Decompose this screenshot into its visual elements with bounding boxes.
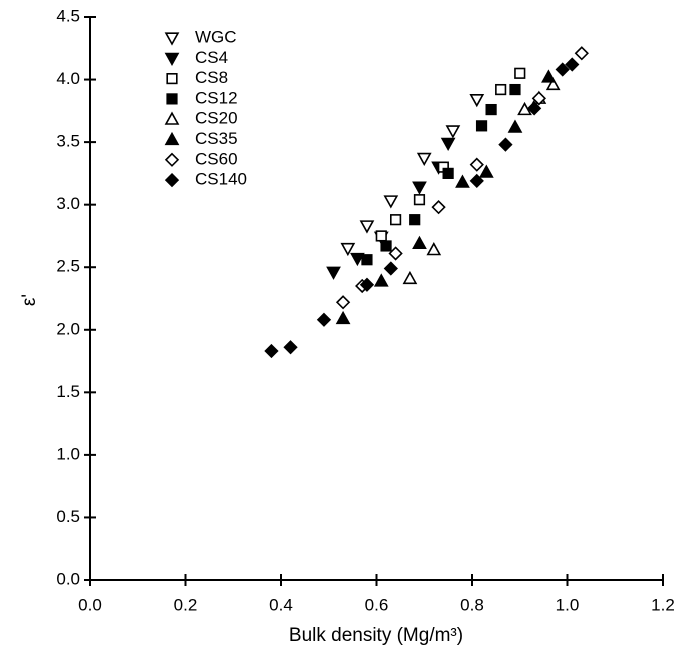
point [442,167,454,179]
point [478,164,494,178]
point [440,137,456,152]
y-tick-label: 0.0 [56,569,80,588]
point [574,46,589,61]
x-tick-label: 1.2 [651,595,675,614]
point [380,240,392,252]
x-tick-label: 0.0 [78,595,102,614]
point [375,230,387,242]
point [373,273,389,287]
point [555,62,570,77]
point [359,220,375,234]
y-tick-label: 1.5 [56,382,80,401]
y-tick-label: 4.5 [56,6,80,25]
x-axis-label: Bulk density (Mg/m³) [289,625,463,646]
point [469,93,485,108]
legend-marker [166,73,178,85]
y-tick-label: 4.0 [56,69,80,88]
point [340,242,356,257]
legend-label: CS4 [195,48,228,67]
point [316,312,332,327]
point [383,261,398,276]
point [469,157,484,172]
legend-marker [164,152,180,167]
point [409,214,421,226]
point [326,266,341,280]
y-tick-label: 2.0 [56,319,80,338]
point [359,277,375,292]
point [389,214,402,226]
legend-label: CS20 [195,109,238,128]
point [335,310,351,325]
legend-label: CS140 [195,170,247,189]
y-tick-label: 2.5 [56,257,80,276]
point [445,125,461,139]
point [509,83,521,96]
point [526,101,542,116]
point [264,343,279,359]
point [541,69,556,83]
y-tick-label: 3.0 [56,194,80,213]
point [383,195,399,209]
point [431,200,446,215]
x-tick-label: 0.8 [460,595,484,614]
point [517,101,532,116]
point [455,174,470,188]
x-tick-label: 0.4 [269,595,293,614]
point [469,173,484,189]
legend-label: CS35 [195,129,238,148]
y-tick-label: 0.5 [56,507,80,526]
point [475,120,488,132]
point [361,254,373,266]
legend-marker [164,172,180,188]
legend-marker [164,131,180,146]
legend-marker [166,93,178,105]
point [485,103,497,116]
point [335,295,351,310]
point [514,67,526,79]
point [565,57,580,72]
x-tick-label: 0.2 [174,595,198,614]
point [350,252,365,267]
point [426,242,442,256]
point [283,340,298,355]
y-tick-label: 1.0 [56,444,80,463]
legend-marker [164,111,180,125]
point [413,194,426,206]
x-tick-label: 0.6 [365,595,389,614]
point [498,137,513,152]
x-tick-label: 1.0 [556,595,580,614]
point [402,270,418,285]
y-axis-label: ε' [19,294,40,306]
point [416,152,432,167]
legend-label: CS60 [195,149,238,168]
point [531,91,546,106]
legend-marker [164,52,180,66]
point [412,235,427,250]
y-tick-label: 3.5 [56,132,80,151]
point [495,83,507,96]
legend-label: CS12 [195,88,238,107]
legend-label: CS8 [195,68,228,87]
point [412,181,427,195]
legend-label: WGC [195,27,237,46]
point [545,76,561,91]
legend-marker [164,32,180,46]
point [388,246,403,261]
point [507,119,523,133]
